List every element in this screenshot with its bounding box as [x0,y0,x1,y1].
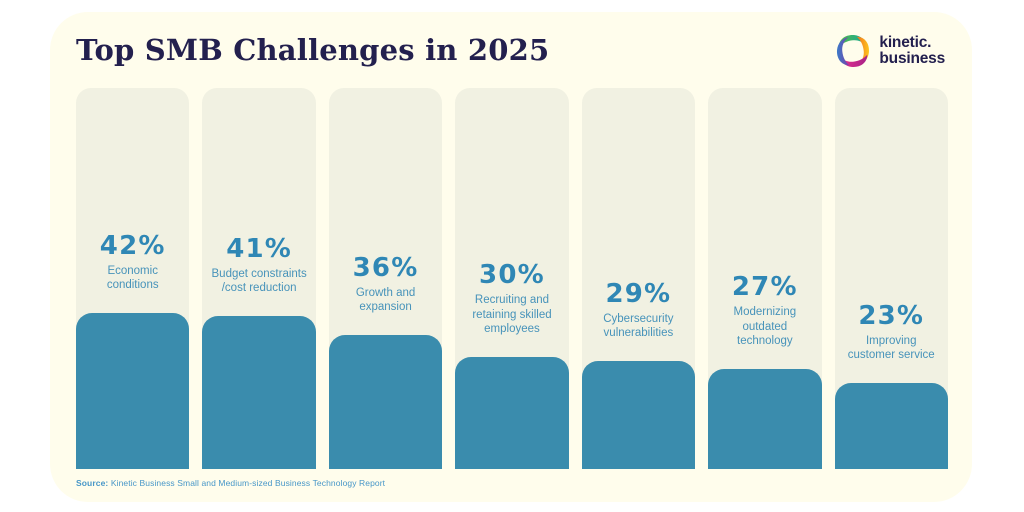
brand-wordmark-line2: business [879,50,945,67]
page-title: Top SMB Challenges in 2025 [76,33,550,67]
bar-column-budget-constraints: 41% Budget constraints /cost reduction [202,88,316,469]
bar [455,357,569,469]
bar-value-label: 41% [226,233,293,264]
infographic-card: Top SMB Challenges in 2025 [50,12,972,502]
bar [76,313,190,469]
bar-value-label: 27% [731,271,798,302]
source-label: Source: [76,478,109,488]
bar-category-label: Recruiting and retaining skilled employe… [472,293,552,336]
bar-annotation: 42% Economic conditions [76,231,189,293]
bar-category-label: Budget constraints /cost reduction [211,267,307,295]
brand-wordmark: kinetic. business [879,35,945,67]
bar-annotation: 23% Improving customer service [835,301,948,363]
bar-column-customer-service: 23% Improving customer service [834,88,948,469]
bar [834,383,948,469]
bar-annotation: 30% Recruiting and retaining skilled emp… [455,260,568,337]
bar [581,361,696,469]
bar-column-modernizing-technology: 27% Modernizing outdated technology [708,88,822,469]
bar-column-cybersecurity: 29% Cybersecurity vulnerabilities [581,88,696,469]
bar-category-label: Improving customer service [847,334,935,362]
bar-annotation: 29% Cybersecurity vulnerabilities [582,279,695,341]
bar-value-label: 36% [352,252,419,283]
bar-value-label: 23% [858,300,925,331]
source-citation: Source: Kinetic Business Small and Mediu… [76,478,385,488]
bar-column-growth-expansion: 36% Growth and expansion [328,88,443,469]
bar [202,316,316,469]
bar-value-label: 29% [605,278,672,309]
bar-category-label: Modernizing outdated technology [733,305,797,348]
bar-value-label: 42% [99,230,166,261]
source-text: Kinetic Business Small and Medium-sized … [108,478,386,488]
bar-chart: 42% Economic conditions 41% Budget const… [76,88,948,469]
bar-category-label: Growth and expansion [355,286,416,314]
bar-annotation: 41% Budget constraints /cost reduction [202,234,315,296]
bar-annotation: 27% Modernizing outdated technology [708,272,821,349]
kinetic-pinwheel-icon [837,34,870,68]
bar-column-economic-conditions: 42% Economic conditions [76,88,190,469]
bar [328,335,443,469]
bar-value-label: 30% [479,259,545,290]
brand-wordmark-line1: kinetic. [879,34,932,52]
bar-category-label: Cybersecurity vulnerabilities [603,312,674,340]
bar-column-recruiting-retaining: 30% Recruiting and retaining skilled emp… [455,88,569,469]
bar-annotation: 36% Growth and expansion [329,253,442,315]
brand-logo: kinetic. business [834,32,945,70]
bar [708,369,822,469]
bar-category-label: Economic conditions [106,264,159,292]
